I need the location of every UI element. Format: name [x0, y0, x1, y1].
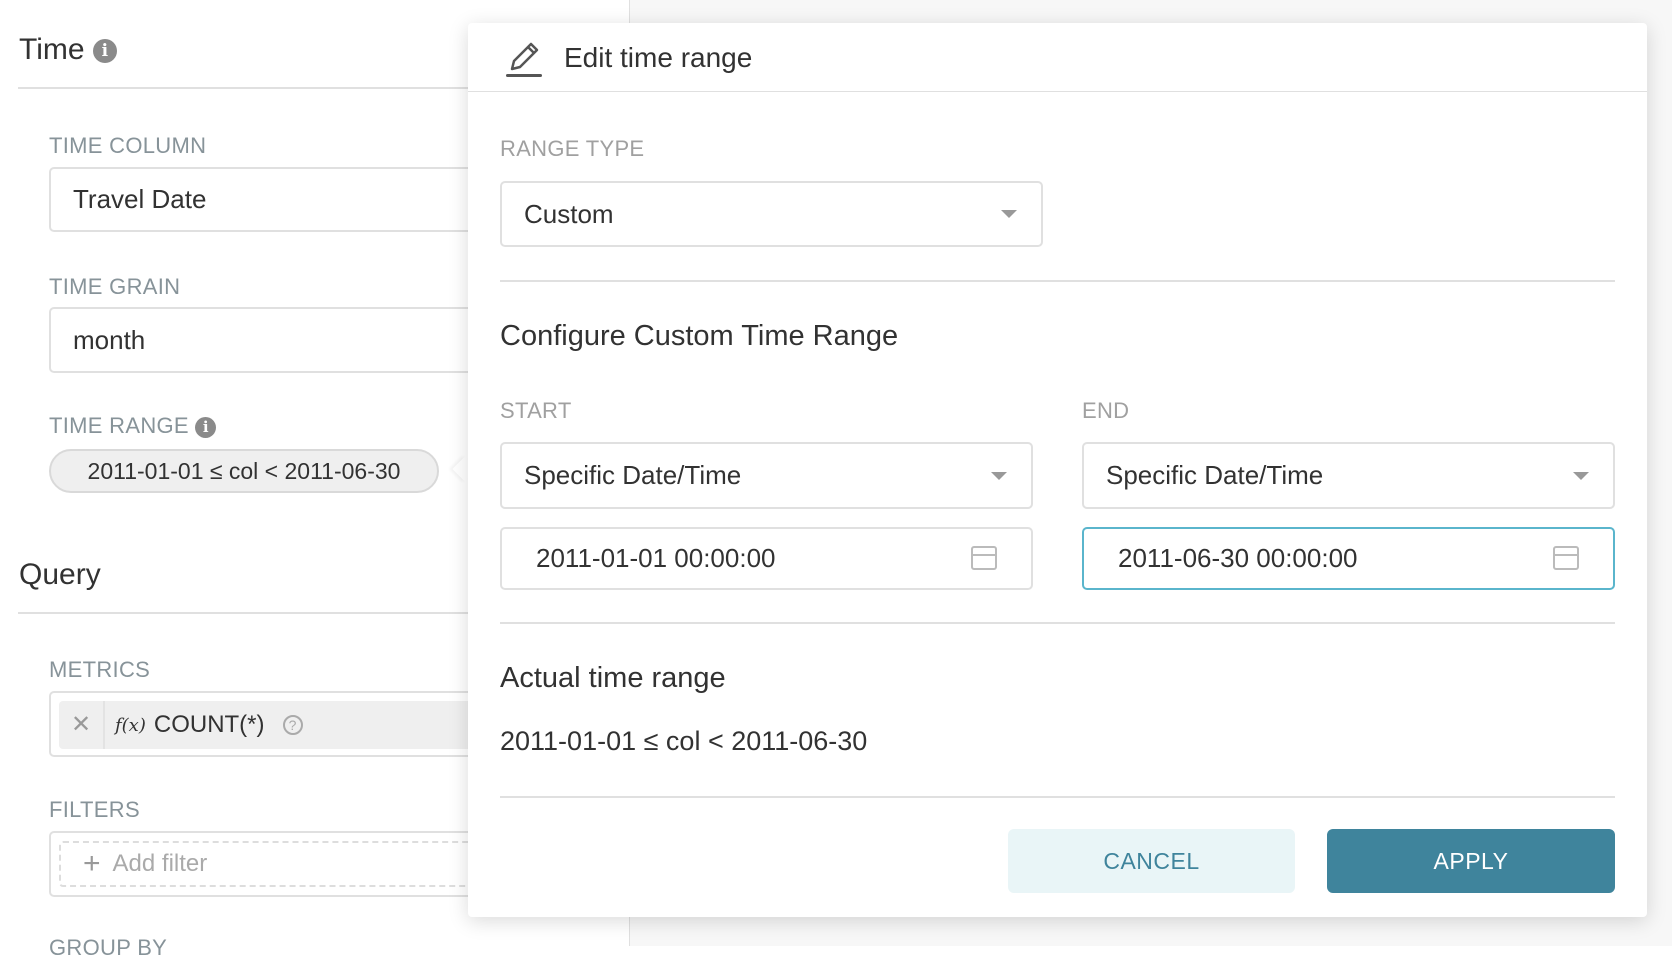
end-label: END	[1082, 398, 1130, 423]
start-datetime-value: 2011-01-01 00:00:00	[536, 543, 776, 573]
apply-button[interactable]: APPLY	[1327, 829, 1615, 893]
end-datetime-input[interactable]: 2011-06-30 00:00:00	[1082, 527, 1615, 590]
range-type-select[interactable]: Custom	[500, 181, 1043, 247]
actual-time-range-value: 2011-01-01 ≤ col < 2011-06-30	[500, 726, 868, 756]
time-grain-value: month	[73, 324, 146, 355]
help-icon[interactable]: ?	[282, 715, 303, 735]
edit-time-range-popover: Edit time range RANGE TYPE Custom Config…	[468, 23, 1647, 917]
time-range-pill[interactable]: 2011-01-01 ≤ col < 2011-06-30	[49, 449, 439, 493]
time-range-label: TIME RANGE i	[49, 413, 217, 439]
time-section-title: Time	[19, 33, 85, 66]
time-range-value: 2011-01-01 ≤ col < 2011-06-30	[87, 457, 401, 484]
metrics-label: METRICS	[49, 657, 151, 682]
end-mode-select[interactable]: Specific Date/Time	[1082, 442, 1615, 509]
time-grain-label: TIME GRAIN	[49, 274, 181, 299]
function-icon: f(x)	[115, 714, 146, 736]
remove-metric-icon[interactable]: ✕	[59, 701, 105, 749]
add-filter-label: Add filter	[112, 850, 208, 877]
start-label: START	[500, 398, 572, 423]
end-mode-value: Specific Date/Time	[1106, 460, 1324, 490]
filters-label: FILTERS	[49, 797, 140, 822]
divider	[500, 622, 1615, 624]
metric-chip[interactable]: ✕ f(x) COUNT(*) ?	[59, 701, 479, 749]
calendar-icon[interactable]	[971, 546, 997, 570]
start-datetime-input[interactable]: 2011-01-01 00:00:00	[500, 527, 1033, 590]
pencil-icon	[506, 42, 542, 77]
filters-field: + Add filter	[49, 831, 489, 897]
chevron-down-icon	[1573, 471, 1589, 480]
info-icon[interactable]: i	[195, 416, 217, 438]
add-filter-button[interactable]: + Add filter	[59, 841, 479, 887]
divider	[468, 91, 1647, 92]
time-section-header[interactable]: Time i	[19, 33, 117, 67]
start-mode-value: Specific Date/Time	[524, 460, 742, 490]
chevron-down-icon	[1001, 210, 1017, 218]
divider	[18, 87, 468, 89]
popover-title: Edit time range	[564, 42, 753, 73]
start-mode-select[interactable]: Specific Date/Time	[500, 442, 1033, 509]
time-grain-select[interactable]: month	[49, 307, 489, 373]
range-type-value: Custom	[524, 198, 614, 229]
metrics-field[interactable]: ✕ f(x) COUNT(*) ?	[49, 691, 489, 757]
end-datetime-value: 2011-06-30 00:00:00	[1118, 543, 1358, 573]
range-type-label: RANGE TYPE	[500, 136, 645, 161]
time-column-select[interactable]: Travel Date	[49, 167, 489, 232]
query-section-title: Query	[19, 558, 101, 591]
plus-icon: +	[83, 847, 101, 880]
info-icon[interactable]: i	[92, 39, 117, 64]
group-by-label: GROUP BY	[49, 935, 168, 960]
cancel-button[interactable]: CANCEL	[1008, 829, 1295, 893]
metric-value: COUNT(*)	[153, 711, 265, 738]
calendar-icon[interactable]	[1553, 546, 1579, 570]
time-column-label: TIME COLUMN	[49, 133, 207, 158]
time-column-value: Travel Date	[73, 184, 207, 214]
divider	[18, 612, 468, 614]
time-range-label-text: TIME RANGE	[49, 413, 189, 438]
chevron-down-icon	[991, 471, 1007, 480]
divider	[500, 796, 1615, 798]
actual-time-range-heading: Actual time range	[500, 662, 726, 694]
divider	[500, 280, 1615, 282]
configure-heading: Configure Custom Time Range	[500, 320, 899, 352]
